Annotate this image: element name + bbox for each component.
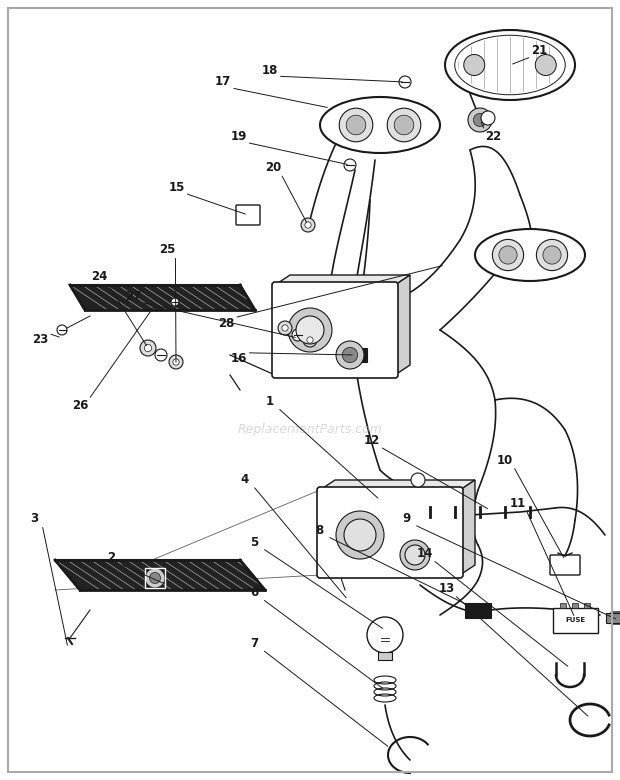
Text: ReplacementParts.com: ReplacementParts.com — [237, 424, 383, 437]
FancyBboxPatch shape — [550, 555, 580, 575]
Circle shape — [169, 355, 183, 369]
Text: 28: 28 — [218, 317, 234, 330]
Circle shape — [57, 325, 67, 335]
Text: 11: 11 — [510, 497, 526, 509]
Circle shape — [336, 341, 364, 369]
Text: 4: 4 — [241, 473, 249, 486]
Text: 5: 5 — [250, 536, 259, 548]
Text: 9: 9 — [402, 512, 410, 525]
Bar — [343, 348, 367, 362]
Text: 27: 27 — [125, 290, 141, 303]
Circle shape — [342, 347, 358, 363]
Circle shape — [171, 298, 179, 306]
Circle shape — [474, 113, 487, 126]
Text: 19: 19 — [231, 130, 247, 143]
Circle shape — [367, 617, 403, 653]
Circle shape — [492, 239, 524, 271]
Bar — [560, 602, 566, 608]
Ellipse shape — [320, 97, 440, 153]
Circle shape — [303, 333, 317, 347]
Circle shape — [292, 329, 304, 341]
Circle shape — [282, 324, 288, 331]
Circle shape — [173, 359, 179, 365]
Circle shape — [144, 345, 152, 352]
Circle shape — [155, 349, 167, 361]
Text: 2: 2 — [107, 551, 116, 564]
Text: 15: 15 — [169, 181, 185, 193]
Circle shape — [468, 108, 492, 132]
Text: 22: 22 — [485, 130, 501, 143]
Text: 20: 20 — [265, 161, 281, 174]
Bar — [145, 568, 165, 588]
Text: 6: 6 — [250, 587, 259, 599]
Ellipse shape — [475, 229, 585, 281]
Circle shape — [405, 545, 425, 565]
Text: 18: 18 — [262, 64, 278, 76]
Circle shape — [388, 108, 421, 142]
Circle shape — [411, 473, 425, 487]
Bar — [572, 602, 578, 608]
Circle shape — [145, 568, 165, 588]
Circle shape — [464, 55, 485, 76]
Circle shape — [394, 115, 414, 135]
Circle shape — [535, 55, 556, 76]
Circle shape — [296, 316, 324, 344]
Text: 17: 17 — [215, 76, 231, 88]
Circle shape — [407, 547, 423, 563]
Text: 26: 26 — [73, 399, 89, 412]
Bar — [378, 652, 392, 660]
Polygon shape — [55, 560, 265, 590]
Circle shape — [278, 321, 292, 335]
Bar — [584, 602, 590, 608]
Polygon shape — [460, 480, 475, 575]
Circle shape — [536, 239, 567, 271]
Polygon shape — [320, 480, 475, 490]
Circle shape — [305, 222, 311, 228]
Text: 21: 21 — [531, 44, 547, 57]
Bar — [552, 608, 598, 633]
Text: FUSE: FUSE — [565, 617, 585, 623]
Circle shape — [307, 337, 313, 343]
Circle shape — [298, 318, 322, 342]
Bar — [606, 613, 620, 623]
Polygon shape — [275, 275, 410, 285]
Circle shape — [301, 218, 315, 232]
FancyBboxPatch shape — [236, 205, 260, 225]
Circle shape — [344, 519, 376, 551]
Polygon shape — [395, 275, 410, 375]
FancyBboxPatch shape — [272, 282, 398, 378]
Text: 1: 1 — [265, 395, 274, 408]
Circle shape — [140, 340, 156, 356]
Circle shape — [344, 159, 356, 171]
Circle shape — [149, 573, 161, 583]
Circle shape — [336, 511, 384, 559]
Text: 13: 13 — [438, 583, 454, 595]
Text: 8: 8 — [315, 524, 324, 537]
Text: 7: 7 — [250, 637, 259, 650]
Text: 23: 23 — [32, 333, 48, 346]
Circle shape — [288, 308, 332, 352]
Circle shape — [543, 246, 561, 264]
Polygon shape — [70, 285, 255, 310]
Text: 10: 10 — [497, 454, 513, 466]
FancyBboxPatch shape — [611, 612, 620, 624]
Text: 12: 12 — [364, 434, 380, 447]
Circle shape — [339, 108, 373, 142]
Ellipse shape — [445, 30, 575, 100]
Circle shape — [347, 522, 373, 548]
Bar — [465, 602, 491, 618]
Circle shape — [499, 246, 517, 264]
Text: 14: 14 — [417, 548, 433, 560]
Text: 24: 24 — [91, 271, 107, 283]
FancyBboxPatch shape — [317, 487, 463, 578]
Text: 25: 25 — [159, 243, 175, 256]
Text: 16: 16 — [231, 353, 247, 365]
Text: 3: 3 — [30, 512, 38, 525]
Circle shape — [399, 76, 411, 88]
Circle shape — [346, 115, 366, 135]
Circle shape — [481, 111, 495, 125]
Circle shape — [400, 540, 430, 570]
